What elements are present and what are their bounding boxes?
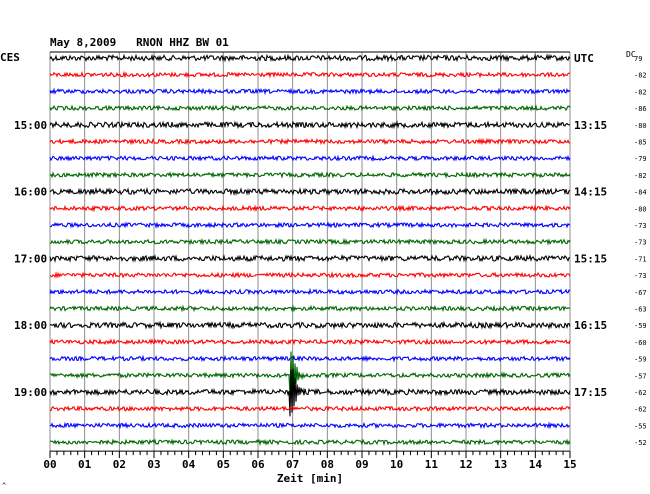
dc-offset-label: -62 [634, 389, 647, 397]
dc-offset-label: -63 [634, 306, 647, 314]
left-time-label: 19:00 [14, 386, 47, 399]
left-timezone-label: CES [0, 51, 20, 64]
seismic-trace-red [49, 337, 571, 346]
dc-offset-label: -55 [634, 422, 647, 430]
x-tick-label: 08 [321, 458, 334, 471]
dc-offset-label: -82 [634, 88, 647, 96]
seismic-trace-blue [49, 287, 571, 296]
dc-offset-label: -84 [634, 189, 647, 197]
dc-offset-label: -80 [634, 205, 647, 213]
x-tick-label: 12 [459, 458, 472, 471]
dc-offset-label: -73 [634, 239, 647, 247]
left-time-label: 15:00 [14, 119, 47, 132]
dc-offset-label: -59 [634, 322, 647, 330]
dc-offset-label: 79 [634, 55, 642, 63]
x-tick-label: 04 [182, 458, 196, 471]
seismic-trace-green [49, 171, 571, 179]
x-tick-label: 09 [355, 458, 368, 471]
right-time-label: 13:15 [574, 119, 607, 132]
seismic-trace-blue [49, 221, 571, 229]
x-axis: 00 01 02 03 04 05 06 07 08 09 10 11 12 13 14 15 [43, 450, 577, 471]
x-tick-label: 05 [217, 458, 230, 471]
seismic-trace-black [49, 368, 571, 417]
seismic-trace-green [49, 438, 571, 446]
dc-offset-label: -73 [634, 222, 647, 230]
seismic-trace-blue [49, 421, 571, 430]
right-time-label: 15:15 [574, 252, 607, 265]
dc-offset-label: -73 [634, 272, 647, 280]
x-tick-label: 00 [43, 458, 56, 471]
right-time-label: 17:15 [574, 386, 607, 399]
seismic-trace-black [49, 186, 571, 197]
left-time-label: 17:00 [14, 252, 47, 265]
dc-offset-label: -59 [634, 356, 647, 364]
seismic-trace-red [49, 137, 571, 146]
chart-title: May 8,2009 RNON HHZ BW 01 [50, 36, 229, 49]
seismic-trace-black [49, 120, 571, 130]
x-tick-label: 06 [251, 458, 265, 471]
dc-offset-label: -57 [634, 372, 647, 380]
seismic-trace-red [49, 271, 571, 280]
dc-offset-label: -62 [634, 406, 647, 414]
label-layer: 15:00 16:00 17:00 18:00 19:00 UTC 13:15 14:15 15… [14, 52, 647, 447]
right-time-label: 16:15 [574, 319, 607, 332]
right-time-label: 14:15 [574, 186, 607, 199]
seismic-trace-red [49, 204, 571, 213]
dc-offset-label: -86 [634, 105, 647, 113]
dc-offset-label: -80 [634, 122, 647, 130]
dc-offset-label: -71 [634, 255, 647, 263]
seismic-trace-green [49, 304, 571, 313]
x-tick-label: 11 [425, 458, 439, 471]
left-time-label: 16:00 [14, 186, 47, 199]
dc-offset-label: -82 [634, 72, 647, 80]
trace-layer [49, 53, 571, 446]
seismic-trace-black [49, 253, 571, 264]
seismic-trace-green [49, 104, 571, 112]
x-tick-label: 03 [147, 458, 160, 471]
dc-offset-label: -67 [634, 289, 647, 297]
seismic-trace-green [49, 351, 571, 397]
dc-offset-label: -60 [634, 339, 647, 347]
seismic-trace-red [49, 404, 571, 413]
x-tick-label: 07 [286, 458, 299, 471]
x-axis-label: Zeit [min] [277, 472, 343, 485]
seismic-trace-blue [49, 354, 571, 363]
x-tick-label: 01 [78, 458, 92, 471]
x-tick-label: 10 [390, 458, 403, 471]
seismic-trace-black [49, 320, 571, 330]
left-time-label: 18:00 [14, 319, 47, 332]
x-tick-label: 15 [563, 458, 576, 471]
seismic-trace-red [49, 70, 571, 79]
right-time-label: UTC [574, 52, 594, 65]
seismic-trace-black [49, 53, 571, 63]
dc-offset-label: -82 [634, 172, 647, 180]
seismic-trace-blue [49, 154, 571, 162]
dc-offset-label: -85 [634, 139, 647, 147]
dc-header-label: DC [626, 50, 636, 59]
seismic-trace-green [49, 237, 571, 246]
seismic-trace-blue [49, 87, 571, 96]
dc-offset-label: -52 [634, 439, 647, 447]
corner-mark: ^ [2, 482, 6, 490]
x-tick-label: 13 [494, 458, 507, 471]
x-tick-label: 14 [529, 458, 543, 471]
x-tick-label: 02 [113, 458, 126, 471]
dc-offset-label: -79 [634, 155, 647, 163]
